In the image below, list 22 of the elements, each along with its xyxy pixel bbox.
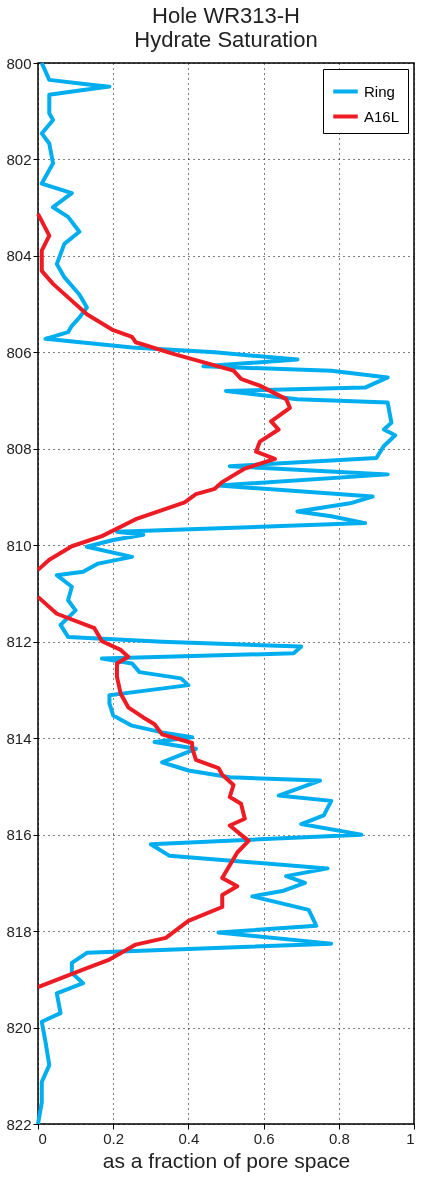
- y-tick-label: 822: [6, 1115, 32, 1133]
- y-tick-label: 800: [6, 54, 32, 72]
- x-tick-label: 1: [406, 1129, 415, 1147]
- x-tick-label: 0.6: [253, 1129, 275, 1147]
- y-tick-label: 802: [6, 150, 32, 168]
- x-tick-label: 0.4: [178, 1129, 200, 1147]
- y-tick-label: 804: [6, 247, 32, 265]
- y-tick-label: 820: [6, 1019, 32, 1037]
- y-tick-label: 818: [6, 922, 32, 940]
- y-tick-label: 812: [6, 633, 32, 651]
- y-tick-label: 808: [6, 440, 32, 458]
- y-tick-label: 816: [6, 826, 32, 844]
- y-tick-label: 814: [6, 729, 32, 747]
- x-axis-title: as a fraction of pore space: [102, 1148, 351, 1172]
- chart-title: Hole WR313-H Hydrate Saturation: [134, 3, 318, 52]
- legend-label: A16L: [364, 107, 400, 125]
- legend-label: Ring: [364, 82, 395, 100]
- y-tick-label: 810: [6, 536, 32, 554]
- x-tick-label: 0.2: [103, 1129, 125, 1147]
- y-tick-label: 806: [6, 343, 32, 361]
- x-tick-label: 0.8: [328, 1129, 350, 1147]
- x-tick-label: 0: [38, 1129, 47, 1147]
